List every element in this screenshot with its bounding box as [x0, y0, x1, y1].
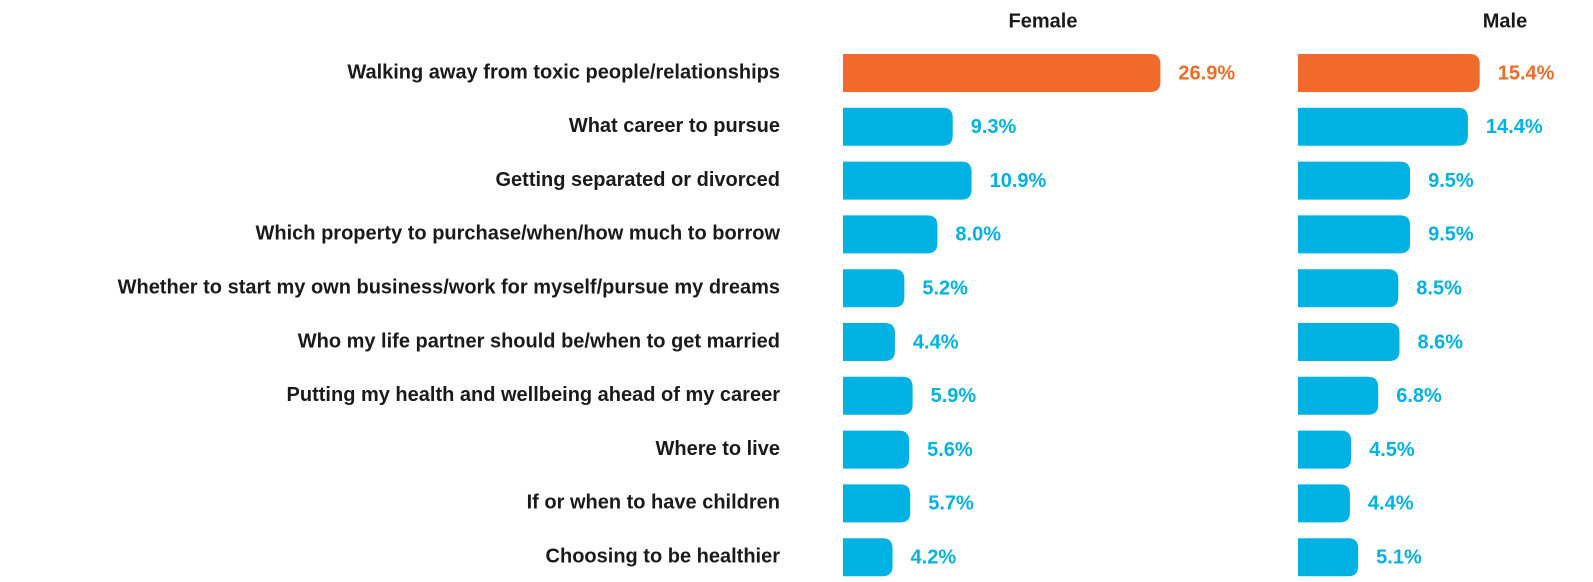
bar [1298, 430, 1352, 469]
category-label: Walking away from toxic people/relations… [347, 61, 780, 83]
bar [1298, 107, 1468, 146]
value-label: 5.9% [931, 385, 977, 407]
bar [1298, 484, 1350, 523]
series-header: Male [1483, 10, 1527, 32]
value-label: 4.5% [1369, 439, 1415, 461]
bar [843, 215, 938, 254]
value-label: 5.6% [927, 439, 973, 461]
value-label: 10.9% [990, 170, 1047, 192]
value-label: 4.4% [913, 331, 959, 353]
category-label: Getting separated or divorced [495, 169, 780, 191]
category-label: If or when to have children [527, 492, 780, 514]
category-label: Who my life partner should be/when to ge… [298, 330, 780, 352]
bar [1298, 269, 1399, 308]
bar [843, 376, 913, 415]
bar [1298, 323, 1400, 361]
bar [843, 484, 911, 523]
value-label: 8.6% [1417, 331, 1463, 353]
bar [1298, 538, 1359, 577]
value-label: 5.2% [922, 277, 968, 299]
value-label: 26.9% [1178, 62, 1235, 84]
value-label: 9.5% [1428, 170, 1474, 192]
bar [1298, 161, 1411, 200]
value-label: 14.4% [1486, 116, 1543, 138]
bar [843, 430, 910, 469]
bar [1298, 215, 1411, 254]
value-label: 8.5% [1416, 277, 1462, 299]
category-label: Where to live [656, 438, 780, 460]
category-label: Whether to start my own business/work fo… [118, 276, 780, 298]
series-header: Female [1009, 10, 1078, 32]
value-label: 6.8% [1396, 385, 1442, 407]
category-label: Putting my health and wellbeing ahead of… [287, 384, 781, 406]
value-label: 8.0% [955, 224, 1001, 246]
category-label: What career to pursue [569, 115, 780, 137]
bar [1298, 54, 1480, 92]
category-label: Choosing to be healthier [546, 545, 781, 567]
bar [843, 269, 905, 308]
value-label: 9.5% [1428, 224, 1474, 246]
value-label: 5.1% [1376, 546, 1422, 568]
value-label: 4.4% [1368, 493, 1414, 515]
bar [843, 54, 1161, 92]
bar [843, 538, 893, 577]
value-label: 4.2% [911, 546, 957, 568]
bar [843, 161, 972, 200]
bar [1298, 376, 1379, 415]
value-label: 15.4% [1498, 62, 1555, 84]
value-label: 5.7% [928, 493, 974, 515]
value-label: 9.3% [971, 116, 1017, 138]
category-label: Which property to purchase/when/how much… [256, 223, 781, 245]
bar [843, 323, 895, 361]
bar [843, 107, 953, 146]
